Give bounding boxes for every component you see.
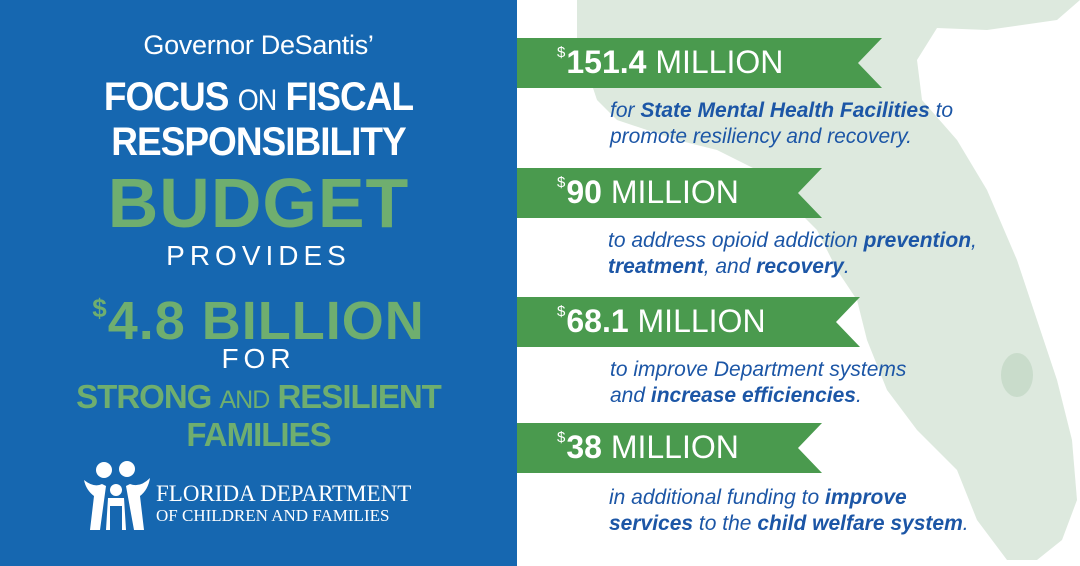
amount-value: 68.1	[566, 303, 629, 339]
amount-unit: MILLION	[610, 174, 739, 210]
desc-emphasis: recovery	[756, 255, 844, 278]
header-amount-symbol: $	[92, 293, 108, 323]
amount-value: 90	[566, 174, 602, 210]
header-responsibility: RESPONSIBILITY	[111, 119, 406, 164]
desc-text: .	[962, 512, 969, 535]
logo-line1: FLORIDA DEPARTMENT	[156, 481, 412, 506]
desc-text: ,	[971, 229, 977, 252]
amount-banner-1: $151.4 MILLION	[517, 38, 882, 88]
desc-text: to	[929, 99, 954, 122]
dollar-symbol: $	[557, 303, 566, 320]
dcf-logo: FLORIDA DEPARTMENT OF CHILDREN AND FAMIL…	[82, 460, 442, 532]
dollar-symbol: $	[557, 44, 566, 61]
desc-line-2: and increase efficiencies.	[610, 383, 906, 409]
banner-text-1: $151.4 MILLION	[557, 44, 783, 81]
desc-emphasis: increase efficiencies	[650, 384, 856, 407]
banner-text-2: $90 MILLION	[557, 174, 739, 211]
desc-text: , and	[703, 255, 757, 278]
amount-unit: MILLION	[655, 44, 784, 80]
header-for: FOR	[221, 343, 296, 374]
desc-text: .	[843, 255, 850, 278]
right-panel: $151.4 MILLION for State Mental Health F…	[517, 0, 1080, 566]
desc-line-1: in additional funding to improve	[609, 485, 969, 511]
banner-text-4: $38 MILLION	[557, 429, 739, 466]
logo-text: FLORIDA DEPARTMENT OF CHILDREN AND FAMIL…	[156, 482, 411, 526]
desc-line-2: promote resiliency and recovery.	[610, 125, 912, 148]
desc-line-1: to improve Department systems	[610, 358, 907, 381]
amount-unit: MILLION	[610, 429, 739, 465]
description-3: to improve Department systems and increa…	[610, 357, 906, 409]
desc-emphasis: improve	[825, 486, 907, 509]
desc-line-1: to address opioid addiction prevention,	[608, 228, 977, 254]
header-strong: STRONG	[76, 378, 212, 415]
header-focus-line: FOCUS ON FISCAL	[0, 74, 517, 119]
dollar-symbol: $	[557, 174, 566, 191]
florida-map	[577, 0, 1080, 560]
amount-unit: MILLION	[637, 303, 766, 339]
amount-value: 151.4	[566, 44, 647, 80]
desc-line-2: services to the child welfare system.	[609, 511, 969, 537]
desc-text: for	[610, 99, 641, 122]
logo-line2: OF CHILDREN AND FAMILIES	[156, 506, 390, 525]
amount-banner-4: $38 MILLION	[517, 423, 822, 473]
header-governor: Governor DeSantis’	[143, 30, 374, 60]
desc-line-1: for State Mental Health Facilities to	[610, 98, 953, 124]
header-focus: FOCUS	[103, 74, 229, 119]
amount-banner-2: $90 MILLION	[517, 168, 822, 218]
header-families: FAMILIES	[186, 416, 331, 453]
desc-text: and	[610, 384, 651, 407]
desc-text: to address opioid addiction	[608, 229, 864, 252]
description-2: to address opioid addiction prevention , …	[608, 228, 977, 280]
header-total-amount: $4.8 BILLION	[0, 276, 517, 353]
header-strong-line: STRONG AND RESILIENT	[0, 378, 517, 416]
left-panel: Governor DeSantis’ FOCUS ON FISCAL RESPO…	[0, 0, 517, 566]
desc-line-2: treatment, and recovery.	[608, 254, 977, 280]
banner-text-3: $68.1 MILLION	[557, 303, 766, 340]
desc-emphasis: child welfare system	[757, 512, 963, 535]
header-and: AND	[219, 386, 271, 414]
dollar-symbol: $	[557, 429, 566, 446]
header-provides: PROVIDES	[166, 240, 351, 271]
desc-emphasis: services	[609, 512, 694, 535]
family-icon	[84, 461, 150, 530]
header-resilient: RESILIENT	[277, 378, 441, 415]
amount-banner-3: $68.1 MILLION	[517, 297, 860, 347]
desc-text: .	[855, 384, 862, 407]
desc-text: in additional funding to	[609, 486, 825, 509]
amount-value: 38	[566, 429, 602, 465]
desc-emphasis: treatment	[608, 255, 704, 278]
desc-text: to the	[693, 512, 758, 535]
description-1: for State Mental Health Facilities to pr…	[610, 98, 953, 150]
desc-emphasis: State Mental Health Facilities	[640, 99, 930, 122]
header-on: ON	[237, 84, 277, 117]
description-4: in additional funding to improve service…	[609, 485, 969, 537]
header-amount-value: 4.8 BILLION	[107, 291, 425, 351]
desc-emphasis: prevention	[863, 229, 972, 252]
header-budget: BUDGET	[107, 164, 410, 242]
header-fiscal: FISCAL	[285, 74, 414, 119]
